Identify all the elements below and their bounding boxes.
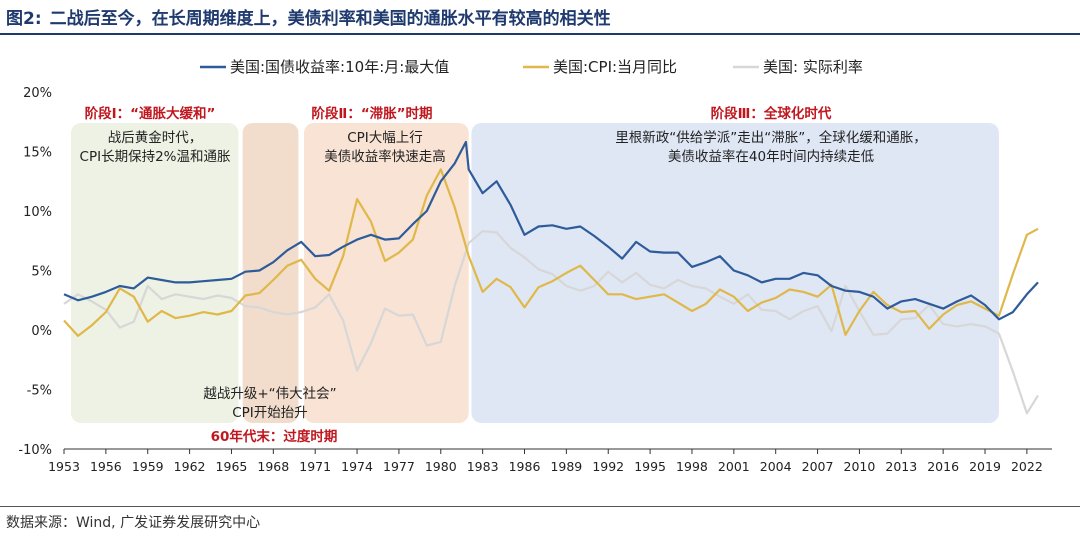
- x-tick-label: 2013: [885, 459, 917, 474]
- x-tick-label: 1989: [550, 459, 582, 474]
- figure-label: 图2:: [6, 9, 42, 29]
- series-line-0: [63, 140, 1039, 321]
- source-divider: [0, 506, 1080, 507]
- y-tick-label: 20%: [23, 86, 52, 101]
- y-tick-label: 5%: [31, 265, 52, 280]
- x-tick-label: 2007: [802, 459, 834, 474]
- y-tick-label: 10%: [23, 205, 52, 220]
- figure-title-text: 二战后至今，在长周期维度上，美债利率和美国的通胀水平有较高的相关性: [49, 9, 611, 29]
- x-tick-label: 2010: [844, 459, 876, 474]
- x-tick-label: 1956: [90, 459, 122, 474]
- x-tick-label: 2001: [718, 459, 750, 474]
- phase-note: 美债收益率在40年时间内持续走低: [668, 148, 875, 165]
- phase-note: CPI大幅上行: [347, 130, 423, 146]
- x-tick-label: 2004: [760, 459, 792, 474]
- y-tick-label: -5%: [27, 384, 52, 399]
- phase-label: 阶段Ⅲ：全球化时代: [711, 105, 832, 122]
- x-tick-label: 1962: [174, 459, 206, 474]
- phase-band-phase-3: [471, 123, 999, 423]
- x-tick-label: 2022: [1011, 459, 1043, 474]
- phase-label: 阶段Ⅰ：“通胀大缓和”: [85, 105, 216, 122]
- phase-note: 战后黄金时代，: [108, 130, 203, 146]
- phase-note: CPI长期保持2%温和通胀: [80, 149, 231, 165]
- legend-label: 美国:国债收益率:10年:月:最大值: [230, 58, 449, 76]
- x-tick-label: 1986: [509, 459, 541, 474]
- y-tick-label: -10%: [18, 443, 52, 458]
- x-tick-label: 2019: [969, 459, 1001, 474]
- y-tick-label: 0%: [31, 324, 52, 339]
- chart: -10% -5% 0% 5% 10% 15% 20% 1953 1956 1959 1962 1965…: [18, 58, 1052, 474]
- x-tick-label: 1968: [257, 459, 289, 474]
- series-line-1: [63, 168, 1039, 337]
- x-tick-label: 1998: [676, 459, 708, 474]
- phase-note: 里根新政“供给学派”走出“滞胀”，全球化缓和通胀，: [615, 129, 926, 146]
- x-tick-label: 1959: [132, 459, 164, 474]
- x-tick-label: 1995: [634, 459, 666, 474]
- transition-note: 越战升级+“伟大社会”: [203, 386, 336, 402]
- x-tick-label: 1992: [592, 459, 624, 474]
- phase-label: 阶段Ⅱ：“滞胀”时期: [311, 105, 432, 122]
- title-divider: [0, 33, 1080, 35]
- figure-title: 图2: 二战后至今，在长周期维度上，美债利率和美国的通胀水平有较高的相关性: [6, 4, 611, 29]
- x-tick-label: 1983: [467, 459, 499, 474]
- phase-band-phase-2: [304, 123, 469, 423]
- phase-band-transition: [242, 123, 299, 423]
- phase-note: 美债收益率快速走高: [324, 148, 446, 165]
- series-line-2: [63, 230, 1039, 415]
- legend-label: 美国: 实际利率: [763, 58, 863, 76]
- x-tick-label: 2016: [927, 459, 959, 474]
- x-tick-label: 1971: [299, 459, 331, 474]
- source-note: 数据来源：Wind, 广发证券发展研究中心: [6, 515, 261, 531]
- transition-label: 60年代末：过度时期: [211, 428, 338, 445]
- legend-label: 美国:CPI:当月同比: [553, 58, 677, 76]
- phase-band-phase-1: [70, 123, 239, 423]
- x-tick-label: 1953: [48, 459, 80, 474]
- transition-note: CPI开始抬升: [232, 405, 308, 421]
- x-tick-label: 1974: [341, 459, 373, 474]
- x-tick-label: 1980: [425, 459, 457, 474]
- x-tick-label: 1977: [383, 459, 415, 474]
- x-tick-label: 1965: [216, 459, 248, 474]
- y-tick-label: 15%: [23, 146, 52, 161]
